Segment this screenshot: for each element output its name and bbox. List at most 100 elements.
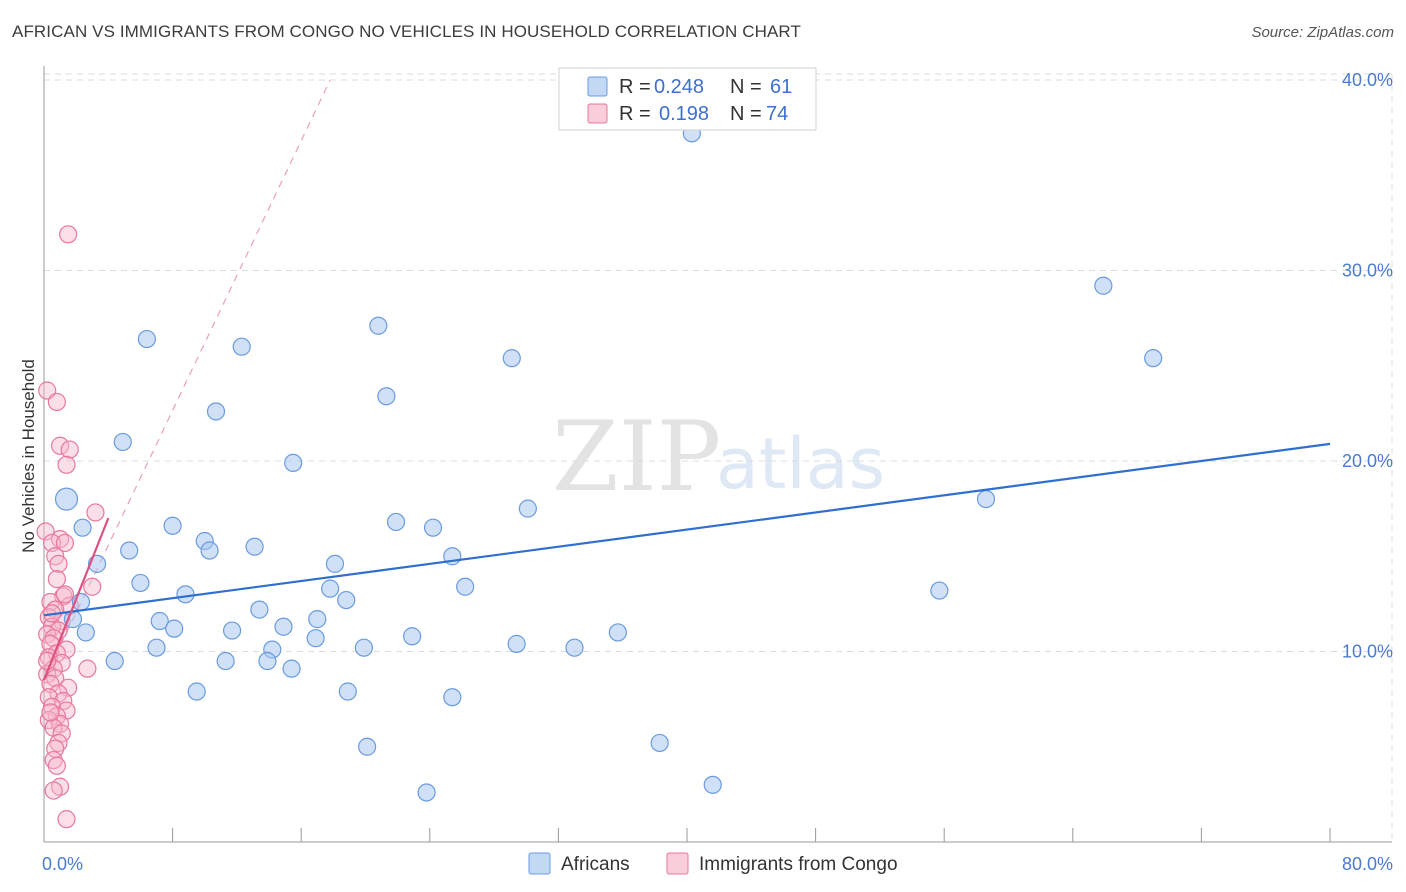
congo-point [55, 533, 74, 553]
congo-point [44, 750, 63, 770]
congo-point [57, 810, 76, 829]
africans-point [245, 537, 264, 556]
congo-point [83, 577, 102, 596]
gridlines [44, 73, 1393, 842]
legend-bottom-swatch-africans [528, 852, 551, 875]
legend-n-value-congo: 74 [766, 103, 788, 125]
legend-bottom-africans: Africans [561, 854, 630, 875]
congo-point [86, 503, 105, 522]
africans-point [354, 638, 373, 657]
tick-labels: 10.0% 20.0% 30.0% 40.0% 0.0% 80.0% [42, 70, 1393, 874]
africans-point [165, 619, 184, 638]
congo-point [47, 570, 66, 589]
africans-point [403, 627, 422, 646]
africans-point [73, 518, 92, 537]
africans-point [54, 487, 79, 511]
africans-point [308, 610, 327, 629]
africans-point [337, 590, 356, 610]
africans-point [258, 651, 277, 671]
africans-point [120, 541, 139, 560]
africans-point [325, 554, 345, 573]
africans-point [518, 499, 537, 518]
watermark-atlas: atlas [716, 423, 885, 505]
africans-point [369, 316, 388, 335]
congo-point [44, 781, 63, 800]
africans-point [386, 512, 406, 532]
africans-point [76, 623, 95, 642]
africans-point [284, 453, 303, 473]
africans-point [423, 518, 443, 537]
congo-point [54, 691, 73, 711]
congo-point [49, 554, 68, 573]
congo-point [52, 724, 71, 743]
y-tick-label: 20.0% [1342, 451, 1393, 471]
africans-point [176, 585, 195, 604]
congo-point [57, 640, 76, 659]
congo-point [47, 756, 66, 775]
source-credit: Source: ZipAtlas.com [1251, 24, 1394, 41]
africans-point [216, 651, 235, 671]
africans-point [150, 611, 169, 631]
africans-point [250, 600, 269, 619]
africans-point [306, 629, 325, 648]
africans-point [113, 432, 132, 452]
y-tick-label: 30.0% [1342, 261, 1393, 281]
y-tick-label: 40.0% [1342, 70, 1393, 90]
africans-point [608, 623, 627, 642]
x-tick-label: 80.0% [1342, 854, 1393, 874]
legend-swatch-africans [587, 76, 608, 97]
congo-point [39, 688, 58, 707]
africans-point [338, 682, 357, 701]
africans-point [187, 682, 206, 701]
africans-point [200, 541, 219, 560]
congo-point [60, 440, 79, 459]
africans-point [274, 617, 293, 636]
africans-point [417, 783, 436, 802]
africans-point [1144, 349, 1163, 368]
congo-trend-line [42, 517, 110, 681]
watermark-zip: ZIP [552, 401, 721, 513]
africans-point [232, 337, 251, 356]
congo-point [47, 392, 66, 412]
africans-point [131, 573, 150, 593]
africans-point [443, 688, 462, 707]
legend-r-value-congo: 0.198 [659, 103, 709, 125]
africans-point [137, 329, 156, 349]
y-tick-label: 10.0% [1342, 642, 1393, 662]
legend-n-value-africans: 61 [770, 76, 792, 98]
x-tick-label: 0.0% [42, 854, 83, 874]
congo-point [55, 585, 74, 604]
africans-point [206, 402, 226, 421]
legend-swatch-congo [587, 103, 608, 124]
congo-point [50, 436, 70, 455]
congo-points [36, 225, 105, 829]
congo-point [41, 703, 60, 722]
congo-point [59, 225, 78, 244]
congo-trend-extension [43, 79, 331, 681]
africans-point [377, 387, 396, 406]
legend-r-value-africans: 0.248 [654, 76, 704, 98]
congo-point [49, 733, 68, 753]
legend-n-label-congo: N = [730, 103, 762, 125]
africans-point [507, 634, 526, 653]
y-axis-label: No Vehicles in Household [19, 359, 38, 553]
africans-point [565, 638, 584, 657]
africans-point [163, 516, 182, 535]
congo-point [78, 659, 97, 678]
africans-points [54, 124, 1163, 802]
africans-trend-line [43, 442, 1331, 617]
africans-point [502, 349, 521, 368]
legend-bottom: Africans Immigrants from Congo [528, 852, 898, 875]
africans-point [930, 581, 949, 600]
africans-point [703, 775, 722, 794]
congo-point [42, 533, 62, 553]
trend-lines [42, 442, 1331, 681]
congo-point [36, 522, 55, 541]
africans-point [222, 621, 242, 640]
africans-point [456, 577, 475, 596]
africans-point [358, 737, 377, 756]
africans-point [105, 651, 124, 671]
legend-bottom-congo: Immigrants from Congo [699, 854, 898, 875]
legend-top: R = 0.248 N = 61 R = 0.198 N = 74 [558, 67, 817, 131]
